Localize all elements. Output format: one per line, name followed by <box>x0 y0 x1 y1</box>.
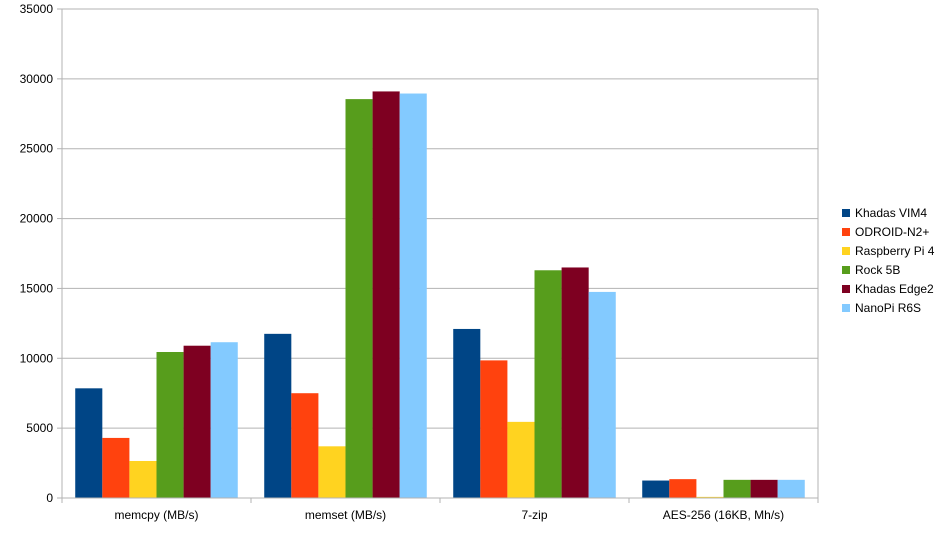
bar <box>534 270 562 498</box>
bar <box>453 328 481 498</box>
x-tick-label: memset (MB/s) <box>305 508 386 522</box>
y-tick-label: 20000 <box>20 212 54 226</box>
bar <box>507 421 535 498</box>
bar <box>210 342 238 498</box>
legend-label: Raspberry Pi 4 <box>855 244 935 258</box>
bar <box>102 437 130 498</box>
bar <box>264 333 292 498</box>
x-tick-label: memcpy (MB/s) <box>115 508 199 522</box>
bar <box>777 479 805 498</box>
legend-swatch <box>842 266 850 274</box>
legend-swatch <box>842 209 850 217</box>
bar <box>642 480 670 498</box>
bar <box>75 388 103 498</box>
y-tick-label: 35000 <box>20 2 54 16</box>
legend-label: Khadas Edge2 <box>855 282 934 296</box>
y-tick-label: 30000 <box>20 72 54 86</box>
axes <box>57 8 819 503</box>
bar <box>156 352 184 498</box>
y-tick-label: 15000 <box>20 281 54 295</box>
x-tick-label: AES-256 (16KB, Mh/s) <box>663 508 784 522</box>
bar <box>561 267 589 498</box>
x-tick-label: 7-zip <box>521 508 547 522</box>
bar <box>750 479 778 498</box>
y-tick-label: 5000 <box>26 421 53 435</box>
legend-swatch <box>842 228 850 236</box>
legend-swatch <box>842 304 850 312</box>
bar <box>696 496 724 498</box>
bar <box>129 460 157 498</box>
legend: Khadas VIM4 ODROID-N2+ Raspberry Pi 4 Rock … <box>842 206 935 315</box>
y-tick-label: 0 <box>46 491 53 505</box>
x-tick-labels: memcpy (MB/s) memset (MB/s) 7-zip AES-256 (… <box>115 508 785 522</box>
bar <box>345 99 373 499</box>
bar <box>318 446 346 498</box>
bar <box>399 93 427 498</box>
legend-swatch <box>842 247 850 255</box>
y-tick-label: 25000 <box>20 142 54 156</box>
bar <box>480 360 508 498</box>
y-tick-labels: 0 5000 10000 15000 20000 25000 30000 35000 <box>20 2 54 505</box>
legend-label: Khadas VIM4 <box>855 206 927 220</box>
bar <box>588 291 616 498</box>
legend-label: ODROID-N2+ <box>855 225 929 239</box>
bars <box>75 91 805 499</box>
legend-label: Rock 5B <box>855 263 900 277</box>
legend-label: NanoPi R6S <box>855 301 921 315</box>
y-tick-label: 10000 <box>20 351 54 365</box>
bar <box>669 479 697 498</box>
bar <box>183 345 211 498</box>
bar <box>291 393 319 498</box>
bar <box>372 91 400 499</box>
legend-swatch <box>842 285 850 293</box>
bar <box>723 479 751 498</box>
